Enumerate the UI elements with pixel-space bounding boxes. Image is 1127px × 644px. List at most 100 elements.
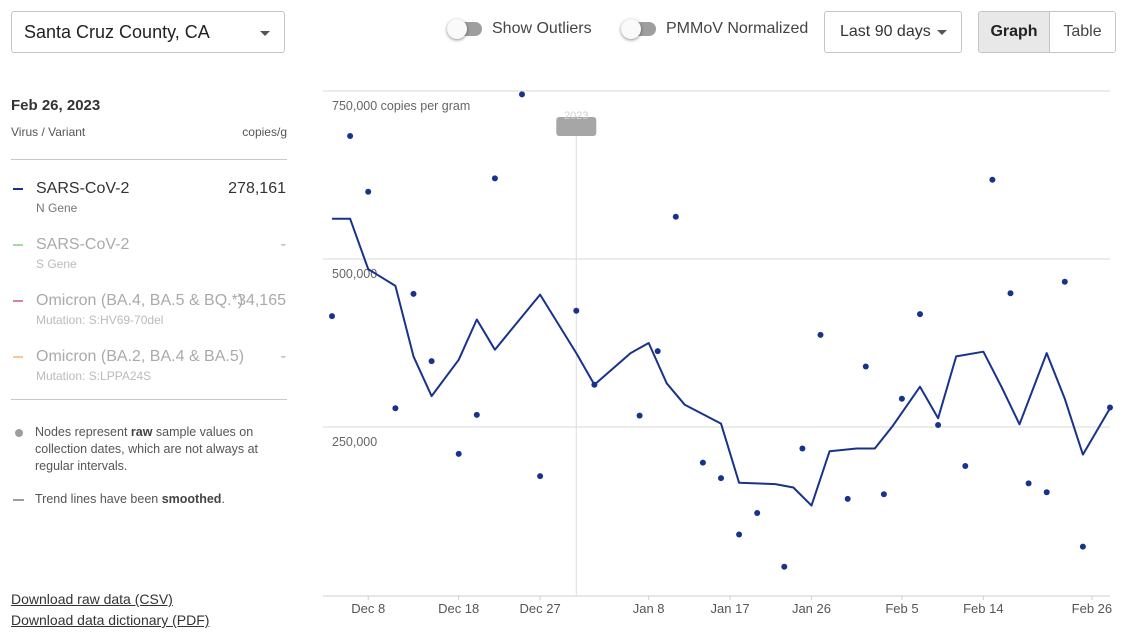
sample-point[interactable] [1061, 278, 1068, 285]
sample-point[interactable] [428, 358, 435, 365]
series-color-swatch [13, 188, 23, 190]
sample-point[interactable] [473, 411, 480, 418]
sample-point[interactable] [799, 445, 806, 452]
sample-point[interactable] [718, 475, 724, 482]
selected-date: Feb 26, 2023 [11, 97, 101, 114]
sample-point[interactable] [654, 348, 661, 355]
y-tick-label: 250,000 [332, 435, 377, 449]
dot-icon [15, 429, 23, 437]
sample-point[interactable] [672, 213, 679, 220]
nodes-note-text: Nodes represent raw sample values on col… [35, 425, 259, 473]
variant-value: - [280, 236, 286, 253]
sample-point[interactable] [736, 531, 743, 538]
variant-detail: N Gene [36, 201, 78, 215]
sample-point[interactable] [573, 307, 580, 314]
x-tick-label: Dec 18 [438, 601, 479, 616]
sample-point[interactable] [365, 188, 372, 195]
sample-point[interactable] [392, 405, 399, 412]
download-csv-link[interactable]: Download raw data (CSV) [11, 591, 173, 607]
sample-point[interactable] [636, 412, 643, 419]
sample-point[interactable] [1043, 489, 1050, 496]
location-value: Santa Cruz County, CA [24, 21, 210, 42]
x-tick-label: Feb 5 [885, 601, 918, 616]
x-tick-label: Jan 17 [711, 601, 750, 616]
sample-point[interactable] [989, 176, 996, 183]
sample-point[interactable] [347, 133, 354, 139]
units-header: copies/g [242, 125, 287, 139]
caret-down-icon [260, 31, 270, 36]
sample-point[interactable] [917, 311, 923, 318]
view-toggle-group: Graph Table [978, 11, 1116, 53]
y-tick-label: 500,000 [332, 267, 377, 281]
graph-tab[interactable]: Graph [979, 12, 1050, 52]
sample-point[interactable] [537, 473, 544, 480]
sample-point[interactable] [1025, 480, 1032, 487]
x-tick-label: Feb 26 [1072, 601, 1112, 616]
pmmov-normalized-toggle[interactable]: PMMoV Normalized [621, 19, 809, 39]
sample-point[interactable] [519, 91, 525, 98]
toggle-switch[interactable] [621, 19, 656, 39]
sample-point[interactable] [880, 491, 887, 498]
sample-point[interactable] [699, 459, 706, 466]
x-tick-label: Feb 14 [963, 601, 1003, 616]
sample-point[interactable] [410, 290, 417, 297]
show-outliers-label: Show Outliers [492, 20, 592, 37]
sample-point[interactable] [329, 313, 335, 320]
year-marker-badge [556, 117, 597, 136]
line-icon [13, 499, 24, 501]
date-range-dropdown[interactable]: Last 90 days [824, 11, 962, 53]
table-tab[interactable]: Table [1050, 12, 1115, 52]
trend-note-text: Trend lines have been smoothed. [35, 492, 225, 506]
divider [11, 399, 287, 400]
variant-value: 278,161 [228, 180, 286, 197]
sample-point[interactable] [455, 450, 462, 457]
series-color-swatch [13, 300, 23, 302]
sample-point[interactable] [754, 510, 761, 516]
sample-point[interactable] [1079, 543, 1086, 550]
x-tick-label: Jan 8 [633, 601, 665, 616]
divider [11, 159, 287, 160]
variant-name: Omicron (BA.2, BA.4 & BA.5) [36, 348, 245, 365]
sample-point[interactable] [935, 422, 942, 428]
location-dropdown[interactable]: Santa Cruz County, CA [11, 11, 285, 53]
variant-value: - [280, 348, 286, 365]
download-dictionary-link[interactable]: Download data dictionary (PDF) [11, 612, 210, 628]
trend-line [332, 217, 1111, 507]
caret-down-icon [937, 30, 947, 35]
sample-point[interactable] [491, 175, 498, 182]
nodes-note: Nodes represent raw sample values on col… [11, 424, 287, 476]
variant-detail: Mutation: S:HV69-70del [36, 313, 164, 327]
show-outliers-toggle[interactable]: Show Outliers [447, 19, 592, 39]
variant-detail: S Gene [36, 257, 77, 271]
variant-row[interactable]: SARS-CoV-2 S Gene - [11, 234, 287, 280]
toggle-switch[interactable] [447, 19, 482, 39]
variant-name: Omicron (BA.4, BA.5 & BQ.*) [36, 292, 244, 309]
x-tick-label: Dec 27 [520, 601, 561, 616]
variant-row[interactable]: SARS-CoV-2 N Gene 278,161 [11, 178, 287, 224]
date-range-value: Last 90 days [840, 23, 931, 40]
pmmov-normalized-label: PMMoV Normalized [666, 20, 809, 37]
y-tick-label: 750,000 copies per gram [332, 99, 470, 113]
trend-note: Trend lines have been smoothed. [11, 491, 287, 511]
variant-name: SARS-CoV-2 [36, 236, 130, 253]
virus-variant-header: Virus / Variant [11, 125, 86, 139]
sample-point[interactable] [817, 331, 824, 338]
variant-row[interactable]: Omicron (BA.4, BA.5 & BQ.*) Mutation: S:H… [11, 290, 287, 336]
sample-point[interactable] [898, 395, 905, 402]
sample-point[interactable] [591, 381, 598, 388]
series-color-swatch [13, 244, 23, 246]
x-tick-label: Jan 26 [792, 601, 831, 616]
variant-row[interactable]: Omicron (BA.2, BA.4 & BA.5) Mutation: S:L… [11, 346, 287, 392]
variant-value: 34,165 [237, 292, 286, 309]
sample-point[interactable] [1107, 404, 1113, 411]
sample-point[interactable] [962, 463, 969, 469]
series-color-swatch [13, 356, 23, 358]
year-marker-label: 2023 [564, 110, 588, 122]
sample-point[interactable] [862, 363, 869, 370]
x-tick-label: Dec 8 [351, 601, 385, 616]
sample-point[interactable] [1007, 290, 1014, 297]
variant-name: SARS-CoV-2 [36, 180, 130, 197]
sample-point[interactable] [844, 495, 851, 502]
sample-point[interactable] [781, 563, 788, 570]
